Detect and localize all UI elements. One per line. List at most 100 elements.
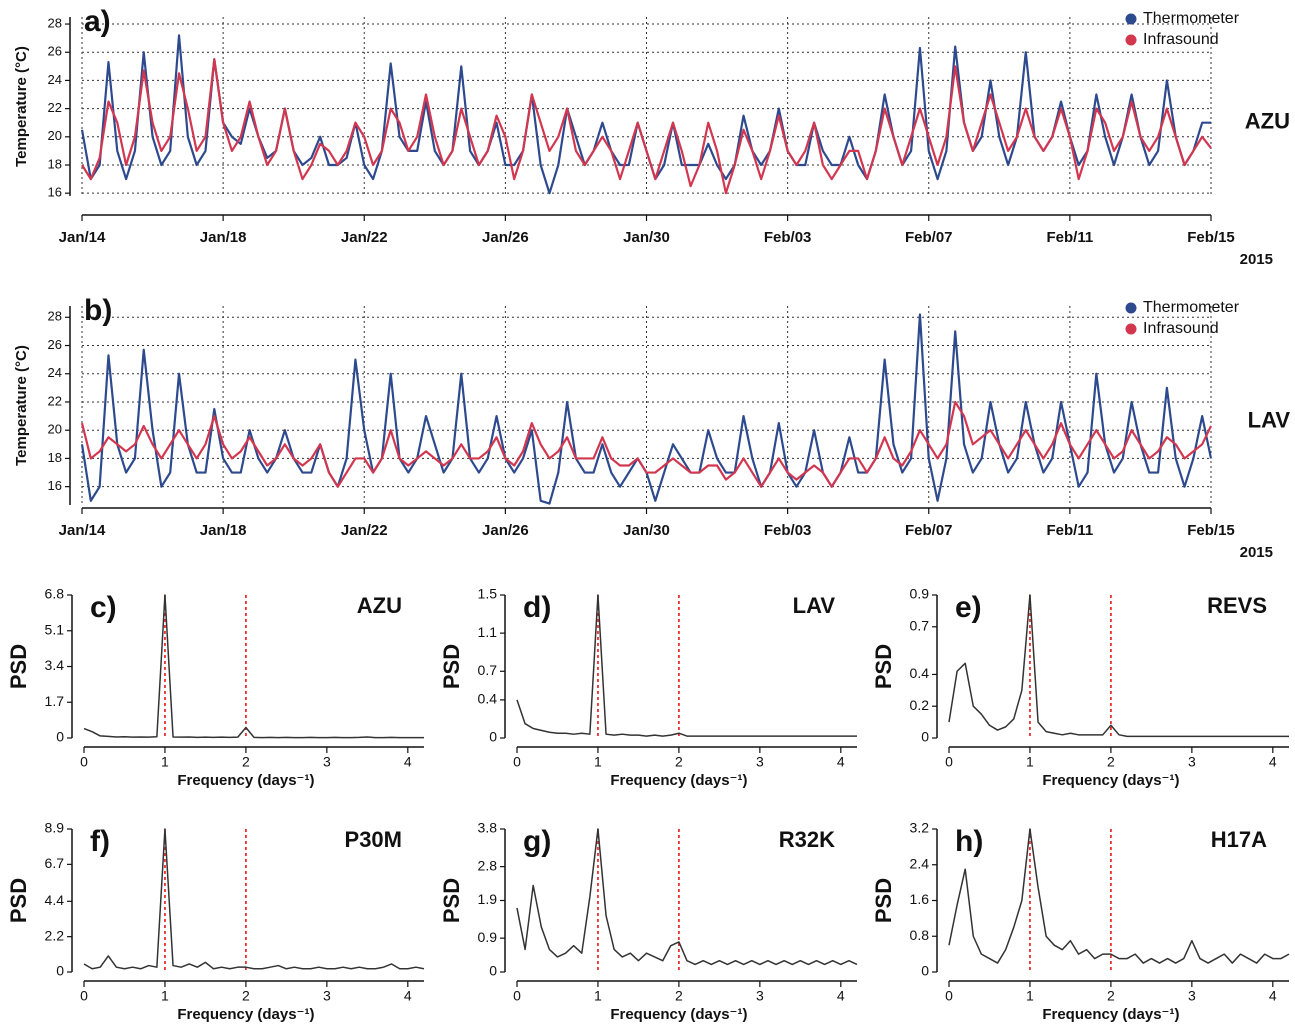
x-tick-label: 3 [756, 988, 764, 1004]
legend-label: Infrasound [1143, 320, 1219, 337]
x-tick-label: 2 [1107, 988, 1115, 1004]
y-tick-label: 0.9 [478, 929, 498, 945]
x-axis-label: 2015 [1240, 544, 1273, 561]
y-tick-label: 6.7 [45, 855, 65, 871]
y-tick-label: 3.8 [478, 820, 498, 836]
y-tick-label: 22 [48, 100, 62, 115]
y-tick-label: 0 [489, 729, 497, 745]
x-tick-label: 2 [675, 754, 683, 770]
station-label: H17A [1211, 827, 1267, 852]
x-tick-label: Jan/30 [623, 229, 670, 246]
y-tick-label: 22 [48, 393, 62, 408]
legend-marker [1125, 34, 1137, 46]
x-tick-label: 1 [594, 754, 602, 770]
panel-label: g) [523, 825, 551, 858]
x-tick-label: 0 [513, 988, 521, 1004]
x-tick-label: 3 [323, 754, 331, 770]
y-tick-label: 24 [48, 72, 62, 87]
y-tick-label: 1.1 [478, 624, 498, 640]
data-line [516, 828, 858, 966]
y-tick-label: 2.2 [45, 927, 65, 943]
station-label: AZU [357, 593, 402, 618]
x-tick-label: Feb/11 [1047, 229, 1094, 246]
station-label: AZU [1245, 108, 1290, 133]
y-tick-label: 18 [48, 450, 62, 465]
x-tick-label: Feb/03 [764, 522, 812, 539]
panel-label: d) [523, 591, 551, 624]
y-axis-label: PSD [439, 878, 464, 923]
y-tick-label: 0 [489, 963, 497, 979]
x-axis-label: Frequency (days⁻¹) [177, 772, 314, 789]
y-tick-label: 24 [48, 365, 62, 380]
x-axis-label: Frequency (days⁻¹) [1042, 1006, 1179, 1023]
panel-label: f) [90, 825, 110, 858]
y-axis-label: PSD [871, 644, 896, 689]
x-tick-label: 3 [323, 988, 331, 1004]
y-tick-label: 6.8 [45, 586, 65, 602]
y-tick-label: 0 [56, 963, 64, 979]
station-label: LAV [793, 593, 836, 618]
y-axis-label: PSD [6, 644, 31, 689]
x-tick-label: Jan/14 [59, 229, 106, 246]
x-tick-label: 4 [404, 754, 412, 770]
legend-marker [1125, 13, 1137, 25]
x-axis-label: Frequency (days⁻¹) [1042, 772, 1179, 789]
y-tick-label: 1.7 [45, 693, 65, 709]
y-tick-label: 2.8 [478, 857, 498, 873]
y-tick-label: 2.4 [910, 855, 930, 871]
legend-marker [1125, 302, 1137, 314]
station-label: LAV [1248, 407, 1291, 432]
x-tick-label: 0 [513, 754, 521, 770]
station-label: REVS [1207, 593, 1267, 618]
data-line [83, 828, 425, 970]
x-tick-label: 2 [242, 988, 250, 1004]
y-tick-label: 16 [48, 478, 62, 493]
y-tick-label: 0.4 [478, 691, 498, 707]
x-tick-label: Jan/26 [482, 229, 529, 246]
x-tick-label: Jan/18 [200, 229, 247, 246]
x-tick-label: 1 [161, 988, 169, 1004]
x-tick-label: 1 [1026, 988, 1034, 1004]
y-tick-label: 0.4 [910, 665, 930, 681]
x-tick-label: Jan/26 [482, 522, 529, 539]
x-tick-label: Feb/15 [1187, 229, 1235, 246]
y-axis-label: PSD [871, 878, 896, 923]
data-line [80, 400, 1212, 488]
y-tick-label: 26 [48, 44, 62, 59]
y-axis-label: Temperature (°C) [13, 345, 30, 466]
panel-label: c) [90, 591, 117, 624]
panel-label: e) [955, 591, 982, 624]
y-tick-label: 0 [921, 729, 929, 745]
y-tick-label: 5.1 [45, 621, 65, 637]
x-tick-label: Jan/30 [623, 522, 670, 539]
y-tick-label: 3.2 [910, 820, 930, 836]
data-line [516, 594, 857, 737]
panel-label: b) [84, 294, 112, 327]
x-tick-label: 0 [80, 988, 88, 1004]
x-tick-label: 3 [756, 754, 764, 770]
y-tick-label: 20 [48, 422, 62, 437]
x-axis-label: Frequency (days⁻¹) [610, 1006, 747, 1023]
y-tick-label: 28 [48, 15, 62, 30]
y-tick-label: 18 [48, 156, 62, 171]
legend-marker [1125, 323, 1137, 335]
x-tick-label: 4 [404, 988, 412, 1004]
x-tick-label: Feb/11 [1047, 522, 1094, 539]
x-tick-label: Feb/07 [905, 522, 953, 539]
x-tick-label: 2 [675, 988, 683, 1004]
legend-label: Thermometer [1143, 299, 1240, 316]
x-tick-label: 4 [837, 754, 845, 770]
x-tick-label: 2 [242, 754, 250, 770]
x-tick-label: Jan/22 [341, 229, 388, 246]
x-tick-label: 4 [1269, 988, 1277, 1004]
y-tick-label: 3.4 [45, 657, 65, 673]
x-tick-label: 3 [1188, 988, 1196, 1004]
y-tick-label: 16 [48, 185, 62, 200]
x-tick-label: 0 [945, 988, 953, 1004]
y-tick-label: 4.4 [45, 892, 65, 908]
y-tick-label: 1.9 [478, 891, 498, 907]
x-tick-label: Jan/18 [200, 522, 247, 539]
panel-label: a) [84, 5, 111, 38]
y-tick-label: 0 [56, 729, 64, 745]
